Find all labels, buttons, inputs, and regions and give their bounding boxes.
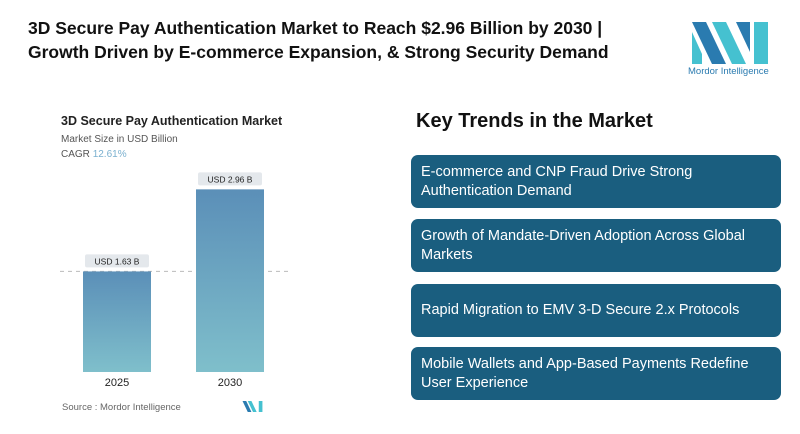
trend-text: Growth of Mandate-Driven Adoption Across… [421, 227, 745, 263]
data-label-bg [85, 254, 149, 268]
bar-2030 [196, 189, 264, 372]
trend-text: Rapid Migration to EMV 3-D Secure 2.x Pr… [421, 302, 740, 318]
trend-text: E-commerce and CNP Fraud Drive Strong Au… [421, 163, 693, 199]
trend-card: Mobile Wallets and App-Based Payments Re… [411, 347, 781, 400]
bar-2025 [83, 271, 151, 372]
data-label: USD 2.96 B [208, 174, 253, 184]
mordor-small-logo-icon [242, 401, 263, 412]
cagr-label: CAGR [61, 149, 90, 160]
trend-card: Growth of Mandate-Driven Adoption Across… [411, 219, 781, 272]
data-label-bg [198, 172, 262, 186]
cagr: CAGR 12.61% [61, 149, 127, 160]
trend-card: Rapid Migration to EMV 3-D Secure 2.x Pr… [411, 284, 781, 337]
trend-card: E-commerce and CNP Fraud Drive Strong Au… [411, 155, 781, 208]
chart-source: Source : Mordor Intelligence [62, 402, 181, 413]
chart-title: 3D Secure Pay Authentication Market [61, 114, 283, 128]
x-tick-label: 2025 [105, 377, 129, 389]
mordor-logo-icon [692, 22, 768, 64]
cagr-value: 12.61% [92, 149, 127, 160]
page-title: 3D Secure Pay Authentication Market to R… [28, 18, 609, 62]
logo-text: Mordor Intelligence [688, 66, 769, 77]
x-tick-label: 2030 [218, 377, 242, 389]
data-label: USD 1.63 B [95, 256, 140, 266]
trend-text: Mobile Wallets and App-Based Payments Re… [421, 355, 749, 391]
chart-subtitle: Market Size in USD Billion [61, 134, 178, 145]
trends-heading: Key Trends in the Market [416, 110, 653, 132]
